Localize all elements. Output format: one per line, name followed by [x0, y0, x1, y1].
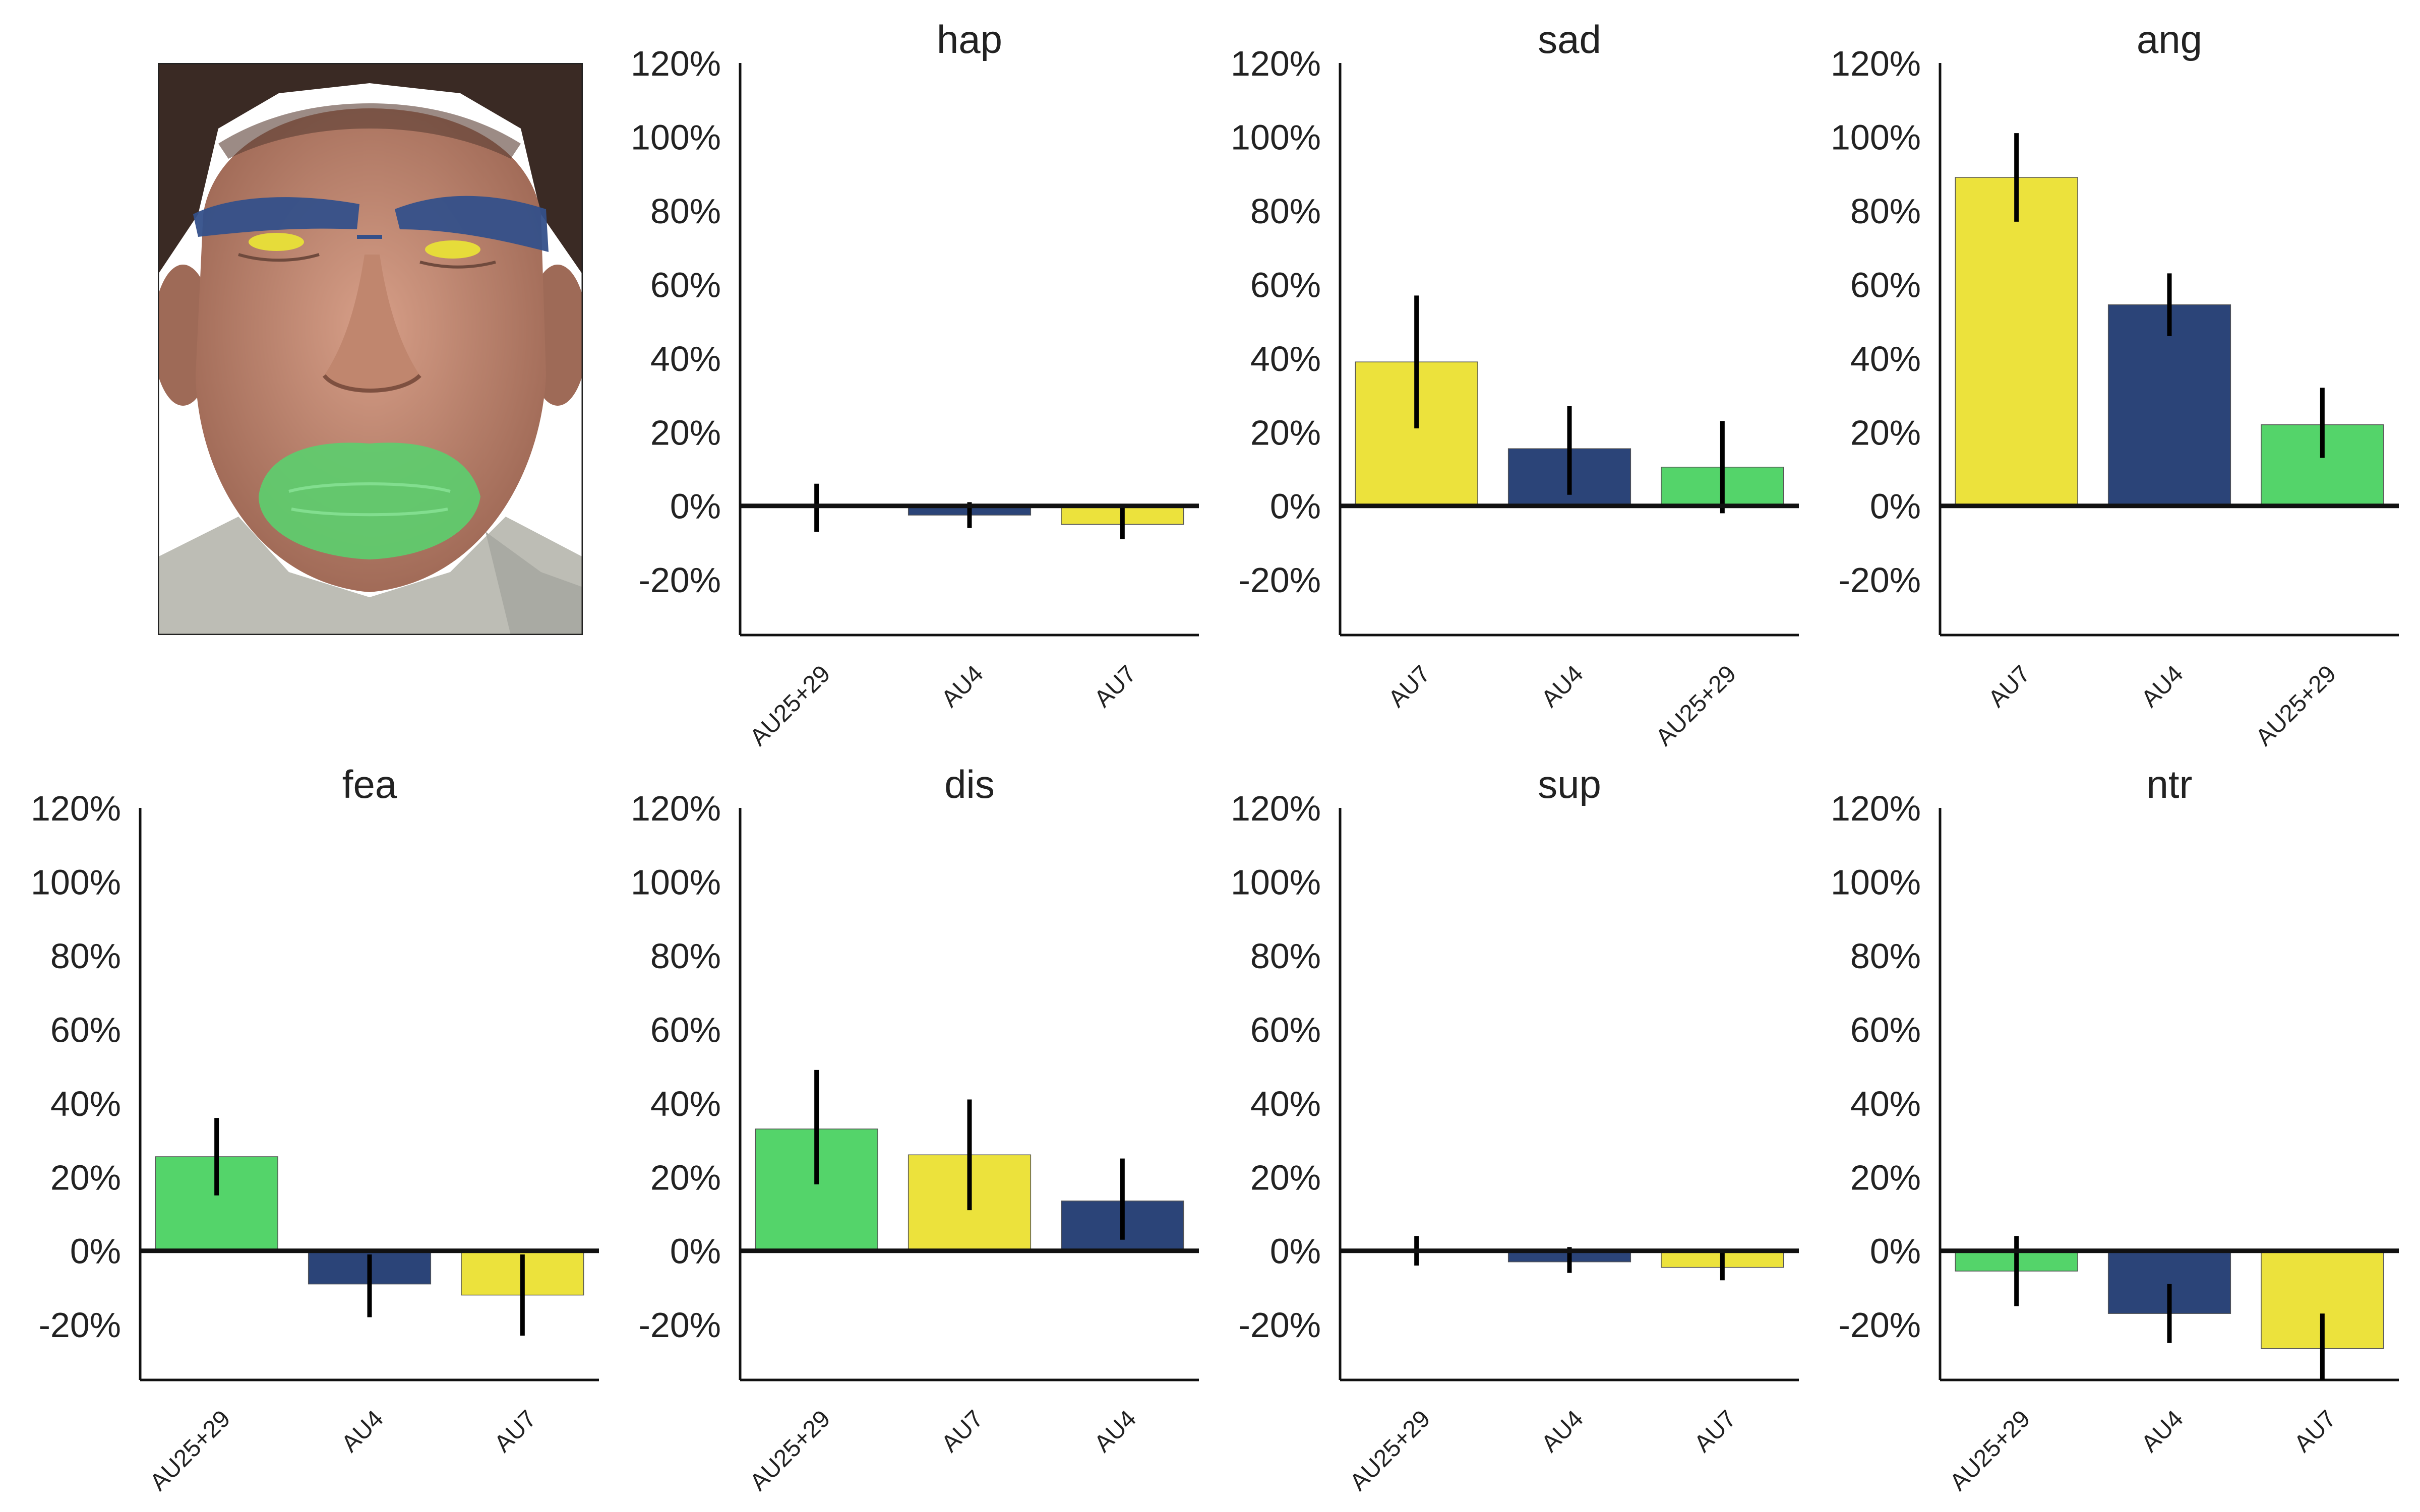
y-tick-label: 0%	[670, 487, 721, 526]
y-tick-label: 20%	[1850, 413, 1921, 452]
x-tick-label: AU4	[1090, 1405, 1142, 1458]
y-tick-label: 80%	[1850, 936, 1921, 976]
y-tick-label: 20%	[1850, 1158, 1921, 1197]
chart-title: dis	[944, 762, 995, 806]
y-tick-label: -20%	[639, 1305, 721, 1345]
y-tick-label: 0%	[1270, 1232, 1321, 1271]
y-tick-label: 60%	[1850, 265, 1921, 304]
chart-panel-dis: dis 120% 100% 80% 60% 40% 20% 0% -20% AU25+29 AU7 A…	[631, 762, 1199, 1496]
y-tick-label: 80%	[50, 936, 121, 976]
y-tick-label: 40%	[1250, 1084, 1321, 1123]
y-tick-label: 40%	[1850, 339, 1921, 379]
chart-panel-ntr: ntr 120% 100% 80% 60% 40% 20% 0% -20% AU25+29 AU4 A…	[1831, 762, 2399, 1496]
y-tick-label: 100%	[1231, 862, 1321, 902]
y-tick-label: 0%	[1870, 487, 1921, 526]
y-tick-label: -20%	[1239, 1305, 1321, 1345]
bar-AU4	[2107, 304, 2231, 507]
y-tick-label: 40%	[650, 1084, 721, 1123]
x-tick-label: AU4	[936, 660, 989, 713]
y-tick-label: 80%	[650, 192, 721, 231]
x-tick-label: AU7	[1383, 660, 1436, 713]
y-tick-label: 60%	[1850, 1010, 1921, 1049]
x-tick-label: AU4	[336, 1405, 389, 1458]
y-tick-label: 100%	[1831, 862, 1921, 902]
y-tick-label: 40%	[1250, 339, 1321, 379]
y-tick-label: 120%	[631, 44, 721, 83]
y-tick-label: 60%	[650, 265, 721, 304]
y-tick-label: 80%	[1250, 936, 1321, 976]
y-tick-label: 120%	[1831, 789, 1921, 828]
chart-title: fea	[342, 762, 397, 806]
x-tick-label: AU25+29	[1345, 1405, 1435, 1496]
x-tick-label: AU4	[1536, 660, 1589, 713]
y-tick-label: 100%	[31, 862, 121, 902]
x-tick-label: AU7	[2289, 1405, 2342, 1458]
x-tick-label: AU4	[2136, 1405, 2189, 1458]
chart-title: ang	[2137, 17, 2202, 61]
chart-panel-fea: fea 120% 100% 80% 60% 40% 20% 0% -20% AU25+29 AU4 A…	[31, 762, 599, 1496]
y-tick-label: 60%	[50, 1010, 121, 1049]
y-tick-label: 100%	[1831, 117, 1921, 157]
chart-title: hap	[937, 17, 1002, 61]
chart-title: sup	[1538, 762, 1601, 806]
chart-panel-ang: ang 120% 100% 80% 60% 40% 20% 0% -20% AU7 AU4 AU25+…	[1831, 17, 2399, 751]
x-tick-label: AU7	[490, 1405, 542, 1458]
y-tick-label: -20%	[1839, 1305, 1921, 1345]
y-tick-label: 120%	[1231, 789, 1321, 828]
x-tick-label: AU7	[1983, 660, 2036, 713]
y-tick-label: 120%	[31, 789, 121, 828]
y-tick-label: 80%	[1250, 192, 1321, 231]
y-tick-label: 20%	[1250, 413, 1321, 452]
x-tick-label: AU25+29	[145, 1405, 235, 1496]
x-tick-label: AU4	[2136, 660, 2189, 713]
x-tick-label: AU25+29	[745, 1405, 835, 1496]
x-tick-label: AU7	[1090, 660, 1142, 713]
y-tick-label: 20%	[650, 1158, 721, 1197]
x-tick-label: AU7	[936, 1405, 989, 1458]
x-tick-label: AU4	[1536, 1405, 1589, 1458]
y-tick-label: -20%	[39, 1305, 121, 1345]
x-tick-label: AU7	[1689, 1405, 1742, 1458]
face-with-action-unit-overlay-icon	[158, 63, 583, 635]
y-tick-label: 80%	[1850, 192, 1921, 231]
bar-AU7	[1955, 177, 2078, 507]
y-tick-label: 20%	[1250, 1158, 1321, 1197]
y-tick-label: 120%	[1231, 44, 1321, 83]
chart-panel-hap: hap 120% 100% 80% 60% 40% 20% 0% -20% AU25+29 AU4 A…	[631, 17, 1199, 751]
chart-title: sad	[1538, 17, 1601, 61]
y-tick-label: 60%	[1250, 1010, 1321, 1049]
y-tick-label: 60%	[650, 1010, 721, 1049]
x-tick-label: AU25+29	[1651, 660, 1741, 751]
y-tick-label: 120%	[631, 789, 721, 828]
y-tick-label: -20%	[639, 560, 721, 600]
y-tick-label: 100%	[1231, 117, 1321, 157]
y-tick-label: 100%	[631, 862, 721, 902]
y-tick-label: 0%	[670, 1232, 721, 1271]
y-tick-label: 0%	[1270, 487, 1321, 526]
y-tick-label: 40%	[1850, 1084, 1921, 1123]
x-tick-label: AU25+29	[2251, 660, 2341, 751]
chart-panel-sad: sad 120% 100% 80% 60% 40% 20% 0% -20% AU7 AU4 AU25+…	[1231, 17, 1799, 751]
y-tick-label: -20%	[1239, 560, 1321, 600]
y-tick-label: 120%	[1831, 44, 1921, 83]
y-tick-label: 40%	[650, 339, 721, 379]
chart-panel-sup: sup 120% 100% 80% 60% 40% 20% 0% -20% AU25+29 AU4 A…	[1231, 762, 1799, 1496]
y-tick-label: 100%	[631, 117, 721, 157]
x-tick-label: AU25+29	[745, 660, 835, 751]
y-tick-label: 60%	[1250, 265, 1321, 304]
y-tick-label: 0%	[1870, 1232, 1921, 1271]
y-tick-label: 80%	[650, 936, 721, 976]
y-tick-label: 0%	[70, 1232, 121, 1271]
y-tick-label: 20%	[50, 1158, 121, 1197]
y-tick-label: -20%	[1839, 560, 1921, 600]
chart-title: ntr	[2146, 762, 2192, 806]
y-tick-label: 40%	[50, 1084, 121, 1123]
x-tick-label: AU25+29	[1945, 1405, 2035, 1496]
y-tick-label: 20%	[650, 413, 721, 452]
